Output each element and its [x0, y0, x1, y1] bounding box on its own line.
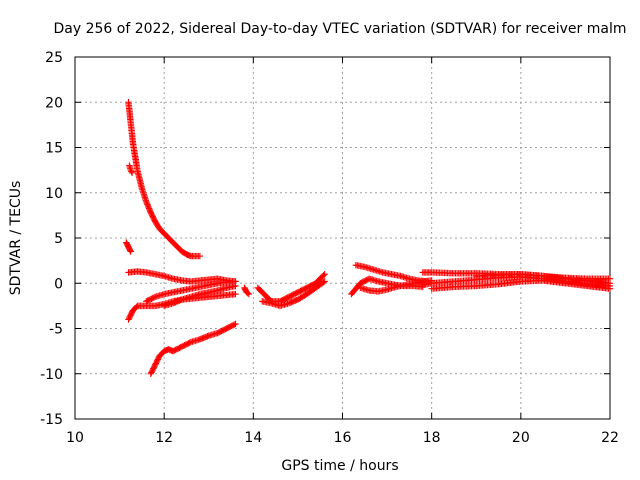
- series-arc-c: [125, 290, 239, 323]
- data-point: [150, 294, 158, 301]
- x-tick-label: 16: [334, 430, 352, 446]
- x-tick-label: 14: [244, 430, 262, 446]
- y-tick-label: 15: [45, 141, 63, 157]
- data-point: [143, 199, 151, 207]
- data-point: [143, 198, 150, 205]
- data-points: [123, 99, 614, 377]
- data-point: [144, 201, 151, 208]
- series-arc-o: [428, 277, 614, 292]
- series-arc-f: [147, 320, 239, 377]
- data-point: [231, 321, 238, 328]
- data-point: [186, 339, 193, 346]
- data-point: [232, 320, 239, 328]
- y-tick-label: 20: [45, 95, 63, 111]
- y-axis-label: SDTVAR / TECUs: [8, 181, 24, 296]
- data-point: [320, 272, 327, 279]
- series-arc-e: [160, 282, 239, 310]
- series-arc-a-decay: [125, 99, 204, 260]
- data-point: [145, 205, 153, 212]
- x-tick-label: 20: [512, 430, 530, 446]
- series-arc-l: [357, 277, 435, 295]
- data-point: [244, 290, 251, 297]
- series-arc-b: [125, 268, 239, 285]
- data-point: [144, 202, 152, 210]
- x-axis-label: GPS time / hours: [281, 458, 398, 474]
- data-point: [196, 252, 204, 260]
- series-arc-a-fragment-2: [126, 162, 136, 177]
- data-point: [321, 271, 328, 278]
- data-point: [606, 285, 614, 292]
- data-point: [606, 280, 614, 287]
- y-tick-label: 5: [54, 231, 63, 247]
- series-arc-a-fragment: [123, 239, 134, 255]
- series-arc-i: [259, 278, 328, 310]
- data-point: [128, 169, 136, 177]
- data-point: [320, 279, 327, 286]
- x-tick-label: 18: [423, 430, 441, 446]
- data-point: [146, 206, 153, 214]
- data-point: [127, 166, 134, 174]
- x-tick-label: 10: [66, 430, 84, 446]
- data-point: [126, 247, 134, 254]
- series-arc-g: [241, 284, 253, 298]
- y-tick-label: 0: [54, 276, 63, 292]
- axis-ticks: 10 12 14 16 18 20 22 -15 -10 -5 0 5 10 15 20 25: [40, 50, 619, 446]
- data-point: [232, 282, 239, 290]
- y-tick-label: -5: [49, 322, 63, 338]
- data-point: [245, 290, 253, 298]
- series-arc-p: [473, 271, 614, 287]
- chart-title: Day 256 of 2022, Sidereal Day-to-day VTE…: [54, 21, 627, 37]
- data-point: [321, 278, 328, 285]
- x-tick-label: 12: [155, 430, 173, 446]
- series-arc-d: [143, 278, 239, 305]
- data-point: [128, 168, 135, 175]
- data-point: [127, 248, 134, 255]
- y-tick-label: -15: [40, 412, 63, 428]
- data-point: [232, 290, 239, 298]
- data-point: [145, 204, 152, 211]
- x-tick-label: 22: [601, 430, 619, 446]
- y-tick-label: 25: [45, 50, 63, 66]
- y-tick-label: -10: [40, 367, 63, 383]
- y-tick-label: 10: [45, 186, 63, 202]
